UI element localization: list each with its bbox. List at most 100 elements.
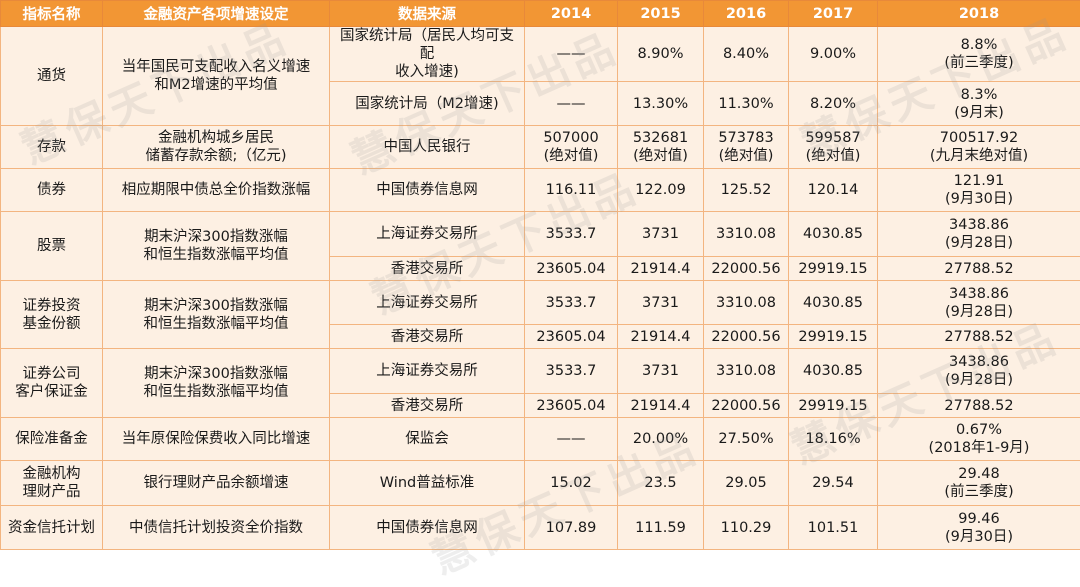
data-source-cell: 香港交易所 xyxy=(330,394,525,418)
value-cell-2014-line: 116.11 xyxy=(528,181,614,199)
value-cell-2015: 111.59 xyxy=(618,506,704,550)
value-cell-2014: 507000(绝对值) xyxy=(525,126,618,169)
value-cell-2017-line: 101.51 xyxy=(792,519,874,537)
data-source-cell-line: 保监会 xyxy=(333,430,521,448)
financial-asset-table-sheet: 指标名称 金融资产各项增速设定 数据来源 2014 2015 2016 2017… xyxy=(0,0,1080,554)
value-cell-2018-line: (前三季度) xyxy=(881,483,1077,501)
indicator-name-cell: 证券投资基金份额 xyxy=(1,281,103,349)
value-cell-2014: 116.11 xyxy=(525,169,618,212)
growth-setting-cell: 金融机构城乡居民储蓄存款余额;（亿元) xyxy=(103,126,330,169)
value-cell-2014-line: (绝对值) xyxy=(528,147,614,165)
growth-setting-cell-line: 储蓄存款余额;（亿元) xyxy=(106,147,326,165)
value-cell-2018-line: 27788.52 xyxy=(881,397,1077,415)
data-source-cell-line: 上海证券交易所 xyxy=(333,294,521,312)
growth-setting-cell-line: 期末沪深300指数涨幅 xyxy=(106,297,326,315)
data-source-cell-line: 国家统计局（M2增速) xyxy=(333,95,521,113)
value-cell-2018-line: 29.48 xyxy=(881,465,1077,483)
value-cell-2016: 22000.56 xyxy=(704,394,789,418)
value-cell-2018-line: 3438.86 xyxy=(881,285,1077,303)
growth-setting-cell-line: 金融机构城乡居民 xyxy=(106,129,326,147)
header-2015: 2015 xyxy=(618,1,704,27)
value-cell-2018-line: 121.91 xyxy=(881,172,1077,190)
data-source-cell-line: 中国人民银行 xyxy=(333,138,521,156)
value-cell-2014: 15.02 xyxy=(525,461,618,506)
value-cell-2014-line: 23605.04 xyxy=(528,397,614,415)
value-cell-2016-line: 29.05 xyxy=(707,474,785,492)
value-cell-2015-line: 8.90% xyxy=(621,45,700,63)
value-cell-2017: 18.16% xyxy=(789,418,878,461)
data-source-cell-line: 国家统计局（居民人均可支配 xyxy=(333,27,521,63)
value-cell-2015: 532681(绝对值) xyxy=(618,126,704,169)
value-cell-2016-line: 573783 xyxy=(707,129,785,147)
data-source-cell: 中国人民银行 xyxy=(330,126,525,169)
value-cell-2017-line: 9.00% xyxy=(792,45,874,63)
value-cell-2014: —— xyxy=(525,418,618,461)
value-cell-2014-line: 3533.7 xyxy=(528,362,614,380)
indicator-name-cell: 金融机构理财产品 xyxy=(1,461,103,506)
value-cell-2016: 573783(绝对值) xyxy=(704,126,789,169)
value-cell-2014: —— xyxy=(525,82,618,126)
value-cell-2015: 8.90% xyxy=(618,27,704,82)
growth-setting-cell-line: 相应期限中债总全价指数涨幅 xyxy=(106,181,326,199)
data-source-cell: 国家统计局（M2增速) xyxy=(330,82,525,126)
growth-setting-cell: 当年原保险保费收入同比增速 xyxy=(103,418,330,461)
data-source-cell: 香港交易所 xyxy=(330,257,525,281)
value-cell-2014: 23605.04 xyxy=(525,257,618,281)
value-cell-2015: 20.00% xyxy=(618,418,704,461)
value-cell-2015-line: (绝对值) xyxy=(621,147,700,165)
value-cell-2014-line: —— xyxy=(528,95,614,113)
value-cell-2016: 3310.08 xyxy=(704,212,789,257)
indicator-name-cell-line: 基金份额 xyxy=(4,315,99,333)
value-cell-2015-line: 532681 xyxy=(621,129,700,147)
header-2014: 2014 xyxy=(525,1,618,27)
value-cell-2015-line: 111.59 xyxy=(621,519,700,537)
value-cell-2018-line: 27788.52 xyxy=(881,260,1077,278)
value-cell-2015: 21914.4 xyxy=(618,325,704,349)
data-source-cell: 中国债券信息网 xyxy=(330,506,525,550)
value-cell-2015: 3731 xyxy=(618,281,704,325)
value-cell-2016-line: 22000.56 xyxy=(707,397,785,415)
value-cell-2018: 3438.86(9月28日) xyxy=(878,212,1080,257)
value-cell-2017: 4030.85 xyxy=(789,281,878,325)
growth-setting-cell-line: 当年原保险保费收入同比增速 xyxy=(106,430,326,448)
value-cell-2018: 3438.86(9月28日) xyxy=(878,281,1080,325)
indicator-name-cell-line: 理财产品 xyxy=(4,483,99,501)
header-setting: 金融资产各项增速设定 xyxy=(103,1,330,27)
value-cell-2016-line: 3310.08 xyxy=(707,225,785,243)
data-source-cell: Wind普益标准 xyxy=(330,461,525,506)
value-cell-2016-line: 8.40% xyxy=(707,45,785,63)
indicator-name-cell-line: 金融机构 xyxy=(4,465,99,483)
value-cell-2014-line: 23605.04 xyxy=(528,260,614,278)
value-cell-2014: 3533.7 xyxy=(525,281,618,325)
growth-setting-cell-line: 当年国民可支配收入名义增速 xyxy=(106,58,326,76)
data-source-cell: 保监会 xyxy=(330,418,525,461)
indicator-name-cell-line: 证券公司 xyxy=(4,365,99,383)
value-cell-2018-line: 3438.86 xyxy=(881,216,1077,234)
value-cell-2016-line: 3310.08 xyxy=(707,294,785,312)
value-cell-2016-line: 11.30% xyxy=(707,95,785,113)
value-cell-2018: 0.67%(2018年1-9月) xyxy=(878,418,1080,461)
value-cell-2015: 3731 xyxy=(618,349,704,394)
value-cell-2015-line: 13.30% xyxy=(621,95,700,113)
value-cell-2018: 27788.52 xyxy=(878,257,1080,281)
value-cell-2015-line: 122.09 xyxy=(621,181,700,199)
value-cell-2018-line: (9月末) xyxy=(881,104,1077,122)
value-cell-2014: 23605.04 xyxy=(525,394,618,418)
value-cell-2018-line: (9月28日) xyxy=(881,371,1077,389)
data-source-cell-line: 香港交易所 xyxy=(333,260,521,278)
value-cell-2018: 8.3%(9月末) xyxy=(878,82,1080,126)
value-cell-2017: 29919.15 xyxy=(789,394,878,418)
growth-setting-cell: 期末沪深300指数涨幅和恒生指数涨幅平均值 xyxy=(103,281,330,349)
data-source-cell: 上海证券交易所 xyxy=(330,281,525,325)
value-cell-2015-line: 21914.4 xyxy=(621,397,700,415)
value-cell-2014-line: —— xyxy=(528,45,614,63)
value-cell-2017-line: 29.54 xyxy=(792,474,874,492)
growth-setting-cell-line: 和恒生指数涨幅平均值 xyxy=(106,383,326,401)
indicator-name-cell-line: 股票 xyxy=(4,237,99,255)
value-cell-2018-line: (9月30日) xyxy=(881,528,1077,546)
value-cell-2018: 27788.52 xyxy=(878,394,1080,418)
value-cell-2016: 11.30% xyxy=(704,82,789,126)
